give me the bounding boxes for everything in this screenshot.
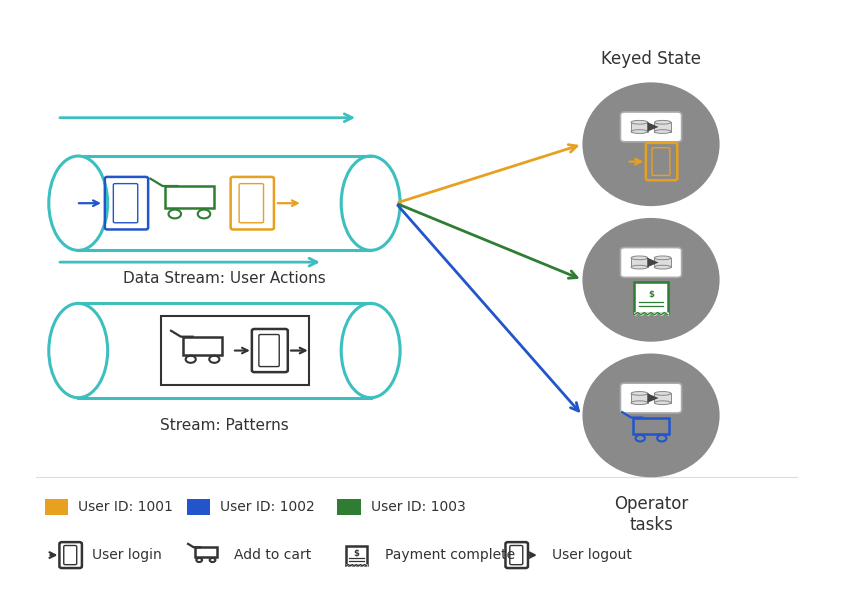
Text: User ID: 1003: User ID: 1003 <box>370 500 466 513</box>
FancyBboxPatch shape <box>634 282 668 312</box>
Text: User ID: 1001: User ID: 1001 <box>78 500 173 513</box>
Ellipse shape <box>654 392 671 395</box>
FancyBboxPatch shape <box>45 499 68 515</box>
Ellipse shape <box>632 120 647 124</box>
FancyBboxPatch shape <box>161 316 309 386</box>
FancyBboxPatch shape <box>654 393 671 403</box>
FancyBboxPatch shape <box>78 156 370 250</box>
Text: Stream: Patterns: Stream: Patterns <box>160 418 289 433</box>
Ellipse shape <box>654 401 671 405</box>
Text: Keyed State: Keyed State <box>601 49 701 68</box>
Ellipse shape <box>583 353 720 477</box>
Ellipse shape <box>654 130 671 133</box>
Ellipse shape <box>654 120 671 124</box>
Ellipse shape <box>341 303 400 397</box>
FancyBboxPatch shape <box>632 122 647 131</box>
Ellipse shape <box>632 265 647 269</box>
Ellipse shape <box>583 82 720 206</box>
Ellipse shape <box>583 218 720 342</box>
Text: Data Stream: User Actions: Data Stream: User Actions <box>123 271 326 286</box>
FancyBboxPatch shape <box>346 546 367 565</box>
Text: $: $ <box>648 290 654 299</box>
Text: User logout: User logout <box>552 548 632 562</box>
Text: Payment complete: Payment complete <box>385 548 515 562</box>
FancyBboxPatch shape <box>654 122 671 131</box>
FancyBboxPatch shape <box>621 383 682 413</box>
Polygon shape <box>647 258 658 267</box>
Ellipse shape <box>632 130 647 133</box>
Text: User ID: 1002: User ID: 1002 <box>221 500 315 513</box>
Ellipse shape <box>632 256 647 259</box>
Ellipse shape <box>632 392 647 395</box>
FancyBboxPatch shape <box>654 258 671 267</box>
FancyBboxPatch shape <box>632 258 647 267</box>
FancyBboxPatch shape <box>621 112 682 142</box>
Text: Operator
tasks: Operator tasks <box>614 495 688 534</box>
FancyBboxPatch shape <box>78 303 370 397</box>
FancyBboxPatch shape <box>338 499 360 515</box>
Ellipse shape <box>49 156 108 250</box>
FancyBboxPatch shape <box>187 499 210 515</box>
Polygon shape <box>647 393 658 403</box>
Ellipse shape <box>632 401 647 405</box>
Ellipse shape <box>341 156 400 250</box>
Text: User login: User login <box>93 548 162 562</box>
FancyBboxPatch shape <box>621 248 682 277</box>
Ellipse shape <box>49 303 108 397</box>
Ellipse shape <box>654 256 671 259</box>
Text: Add to cart: Add to cart <box>234 548 312 562</box>
FancyBboxPatch shape <box>632 393 647 403</box>
Text: $: $ <box>354 549 360 558</box>
Ellipse shape <box>654 265 671 269</box>
Polygon shape <box>647 122 658 131</box>
